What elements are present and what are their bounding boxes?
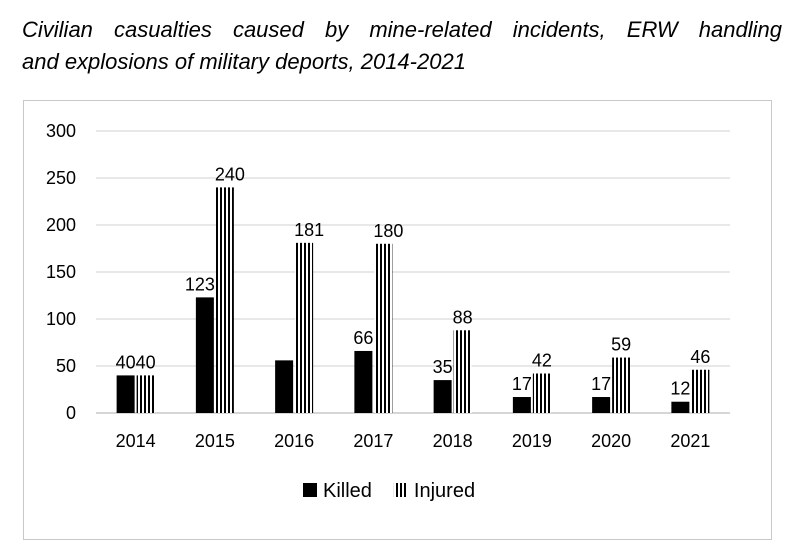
data-label-killed-2019: 17 <box>512 374 532 394</box>
y-tick-label: 50 <box>56 356 76 376</box>
data-label-injured-2014: 40 <box>136 352 156 372</box>
bar-killed-2020 <box>592 397 611 413</box>
chart-title-line-1: Civilian casualties caused by mine-relat… <box>22 17 782 42</box>
data-label-killed-2014: 40 <box>116 352 136 372</box>
bar-injured-2018 <box>453 330 472 413</box>
bar-injured-2021 <box>691 369 710 413</box>
data-label-injured-2021: 46 <box>690 347 710 367</box>
data-label-injured-2018: 88 <box>453 307 473 327</box>
y-tick-label: 250 <box>46 168 76 188</box>
x-tick-label: 2017 <box>353 431 393 451</box>
data-label-killed-2020: 17 <box>591 374 611 394</box>
data-label-injured-2020: 59 <box>611 335 631 355</box>
y-tick-label: 100 <box>46 309 76 329</box>
chart-title-line-2: and explosions of military deports, 2014… <box>22 49 466 74</box>
x-tick-label: 2018 <box>433 431 473 451</box>
bar-injured-2015 <box>215 187 234 413</box>
x-axis: 2014 2015 2016 2017 2018 2019 2020 2021 <box>116 431 711 451</box>
data-label-killed-2018: 35 <box>433 357 453 377</box>
y-tick-label: 0 <box>66 403 76 423</box>
y-axis: 0 50 100 150 200 250 300 <box>46 121 76 423</box>
chart-title: Civilian casualties caused by mine-relat… <box>22 14 782 78</box>
bar-injured-2014 <box>136 375 155 413</box>
x-tick-label: 2020 <box>591 431 631 451</box>
legend: Killed Injured <box>303 480 475 502</box>
bar-injured-2017 <box>374 243 393 413</box>
data-label-injured-2015: 240 <box>215 164 245 184</box>
gridlines <box>96 130 730 414</box>
bar-killed-2018 <box>433 380 452 413</box>
x-tick-label: 2015 <box>195 431 235 451</box>
x-tick-label: 2019 <box>512 431 552 451</box>
data-label-injured-2016: 181 <box>294 220 324 240</box>
bar-killed-2015 <box>195 297 214 413</box>
x-tick-label: 2021 <box>670 431 710 451</box>
legend-swatch-injured <box>393 483 408 497</box>
legend-swatch-killed <box>303 483 317 497</box>
bar-injured-2020 <box>612 357 631 413</box>
y-tick-label: 300 <box>46 121 76 141</box>
legend-label-injured: Injured <box>414 480 475 502</box>
x-tick-label: 2016 <box>274 431 314 451</box>
data-label-killed-2017: 66 <box>353 328 373 348</box>
bar-killed-2021 <box>671 401 690 413</box>
bar-killed-2016 <box>275 360 294 413</box>
data-label-injured-2017: 180 <box>373 221 403 241</box>
bar-injured-2016 <box>295 242 314 413</box>
y-tick-label: 200 <box>46 215 76 235</box>
bar-killed-2014 <box>116 375 135 413</box>
data-label-injured-2019: 42 <box>532 351 552 371</box>
data-label-killed-2015: 123 <box>185 274 215 294</box>
bar-injured-2019 <box>532 373 551 413</box>
y-tick-label: 150 <box>46 262 76 282</box>
x-tick-label: 2014 <box>116 431 156 451</box>
bar-killed-2017 <box>354 350 373 413</box>
data-label-killed-2021: 12 <box>670 379 690 399</box>
bar-killed-2019 <box>512 397 531 413</box>
legend-label-killed: Killed <box>323 480 372 502</box>
chart-frame <box>23 100 772 540</box>
